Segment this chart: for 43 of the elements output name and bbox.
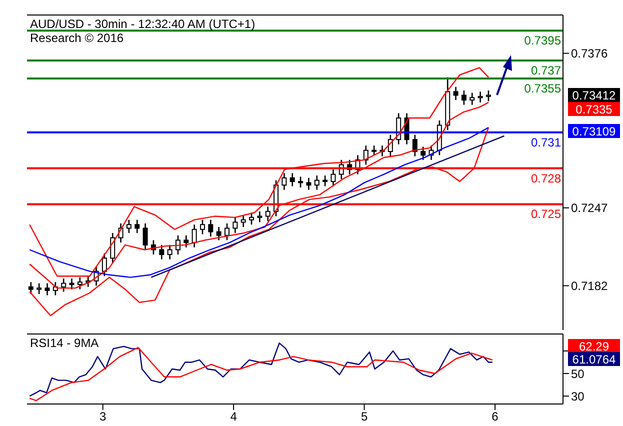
ref-line-label: 0.737 <box>530 64 562 78</box>
chart-title: AUD/USD - 30min - 12:32:40 AM (UTC+1) <box>30 17 256 31</box>
y-tick-label: 30 <box>571 389 585 404</box>
candlestick <box>216 226 222 241</box>
candlestick <box>167 244 172 260</box>
text: 0.73412 <box>572 88 616 102</box>
candlestick <box>142 222 148 250</box>
candlestick <box>330 168 336 187</box>
text: 61.0764 <box>572 352 616 366</box>
ref-line-label: 0.7355 <box>524 81 562 96</box>
text: 0.7335 <box>576 102 613 116</box>
text: 62.29 <box>578 340 610 354</box>
y-tick-label: 50 <box>571 366 585 381</box>
candlestick <box>184 234 189 248</box>
candlestick <box>257 210 262 223</box>
ref-line-label: 0.7395 <box>524 34 562 48</box>
candlestick <box>192 224 197 248</box>
candlestick <box>282 172 287 191</box>
candlestick <box>69 278 74 290</box>
y-tick-label: 0.7247 <box>571 201 608 216</box>
candlestick <box>118 222 124 244</box>
ref-line-label: 0.725 <box>530 207 562 222</box>
candlestick <box>306 177 312 191</box>
text: 0.73109 <box>572 124 616 138</box>
candlestick <box>232 216 238 234</box>
candlestick <box>478 91 483 104</box>
candlestick <box>44 282 50 296</box>
text: Research © 2016 <box>30 31 124 45</box>
candlestick <box>159 244 164 260</box>
x-tick-label: 5 <box>360 410 368 424</box>
candlestick <box>453 86 458 101</box>
x-tick-label: 6 <box>492 410 499 424</box>
x-tick-label: 4 <box>230 410 238 424</box>
y-tick-label: 0.7182 <box>571 278 608 293</box>
candlestick <box>240 214 246 228</box>
ref-line-label: 0.728 <box>530 171 562 186</box>
x-tick-label: 3 <box>99 410 106 424</box>
chart-title: RSI14 - 9MA <box>30 336 99 350</box>
candlestick <box>372 144 377 156</box>
candlestick <box>208 219 214 238</box>
y-tick-label: 0.7376 <box>571 46 608 61</box>
candlestick <box>265 206 270 222</box>
ref-line-label: 0.731 <box>530 135 562 150</box>
